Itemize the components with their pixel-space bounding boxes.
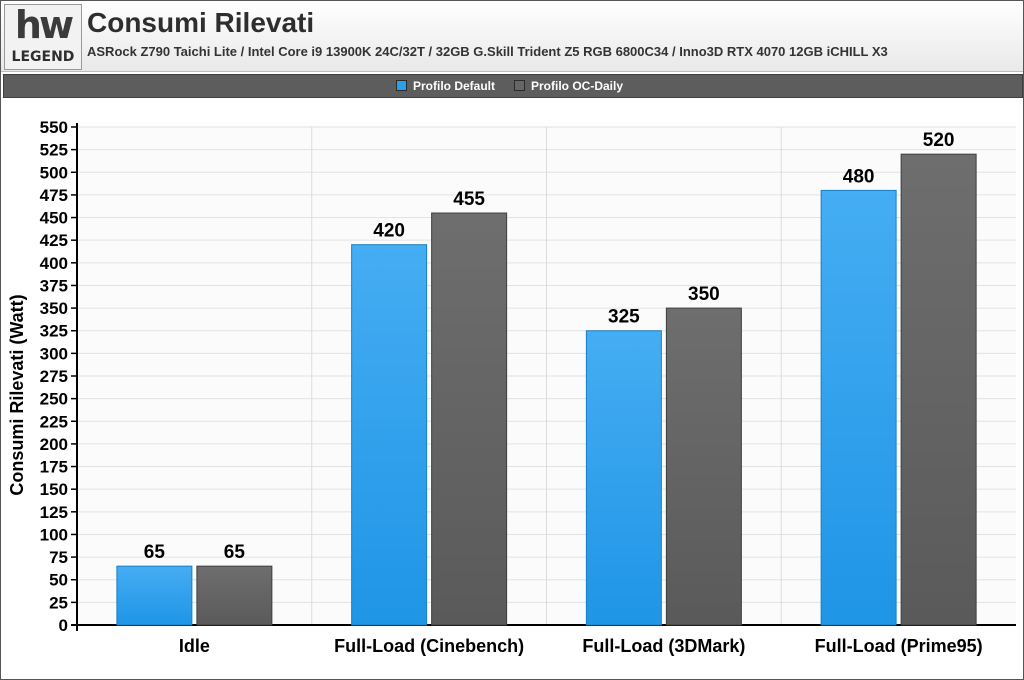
legend-swatch-oc [514,80,525,91]
bar-oc [665,307,742,626]
y-tick-label: 425 [40,231,68,250]
y-tick-label: 550 [40,118,68,137]
data-label-default: 65 [144,542,166,563]
y-axis-label: Consumi Rilevati (Watt) [7,294,27,495]
data-label-default: 480 [843,166,875,187]
legend-item-oc: Profilo OC-Daily [514,75,623,97]
bar-default [351,244,428,626]
bar-default [820,189,897,626]
data-label-oc: 350 [688,284,720,305]
y-tick-label: 525 [40,141,68,160]
data-label-default: 420 [373,221,405,242]
y-tick-label: 175 [40,458,68,477]
hwlegend-logo: hw LEGEND [4,4,82,70]
y-tick-label: 150 [40,480,68,499]
bar-layer [116,153,977,626]
data-label-oc: 520 [923,130,955,151]
label-layer: 65 65 Idle 420 455 Full-Load (Cinebench) 325 35… [144,130,983,656]
x-category-label: Idle [179,636,210,656]
data-label-default: 325 [608,307,640,328]
x-category-label: Full-Load (3DMark) [582,636,745,656]
legend-swatch-default [396,80,407,91]
data-label-oc: 65 [224,542,246,563]
y-tick-label: 375 [40,276,68,295]
logo-wordmark: LEGEND [11,49,75,65]
bar-oc [196,565,273,626]
y-tick-label: 0 [59,616,68,635]
y-tick-label: 350 [40,299,68,318]
data-label-oc: 455 [453,189,485,210]
legend-label-oc: Profilo OC-Daily [531,79,624,93]
axis-layer: 0 25 50 75 100 125 150 175 200 225 250 275 300 325 350… [40,118,1016,635]
x-category-label: Full-Load (Prime95) [815,636,983,656]
bar-default [116,565,193,626]
y-tick-label: 50 [49,571,68,590]
legend: Profilo Default Profilo OC-Daily [3,74,1023,98]
bar-default [585,330,662,626]
y-tick-label: 25 [49,593,68,612]
x-category-label: Full-Load (Cinebench) [334,636,524,656]
chart-title: Consumi Rilevati [87,7,315,38]
y-tick-label: 500 [40,163,68,182]
y-tick-label: 300 [40,344,68,363]
chart-header: hw LEGEND Consumi Rilevati ASRock Z790 T… [1,1,1023,72]
chart-subtitle: ASRock Z790 Taichi Lite / Intel Core i9 … [87,44,888,59]
y-tick-label: 250 [40,390,68,409]
y-tick-label: 450 [40,209,68,228]
logo-mark: hw [14,3,74,47]
y-tick-label: 400 [40,254,68,273]
y-tick-label: 200 [40,435,68,454]
y-tick-label: 325 [40,322,68,341]
legend-label-default: Profilo Default [413,79,496,93]
y-tick-label: 100 [40,525,68,544]
y-tick-label: 125 [40,503,68,522]
legend-item-default: Profilo Default [396,75,495,97]
y-tick-label: 225 [40,412,68,431]
bar-oc [900,153,977,626]
y-tick-label: 75 [49,548,68,567]
bar-oc [431,212,508,626]
bar-chart: 0 25 50 75 100 125 150 175 200 225 250 275 300 325 350… [7,118,1016,656]
y-tick-label: 275 [40,367,68,386]
y-tick-label: 475 [40,186,68,205]
